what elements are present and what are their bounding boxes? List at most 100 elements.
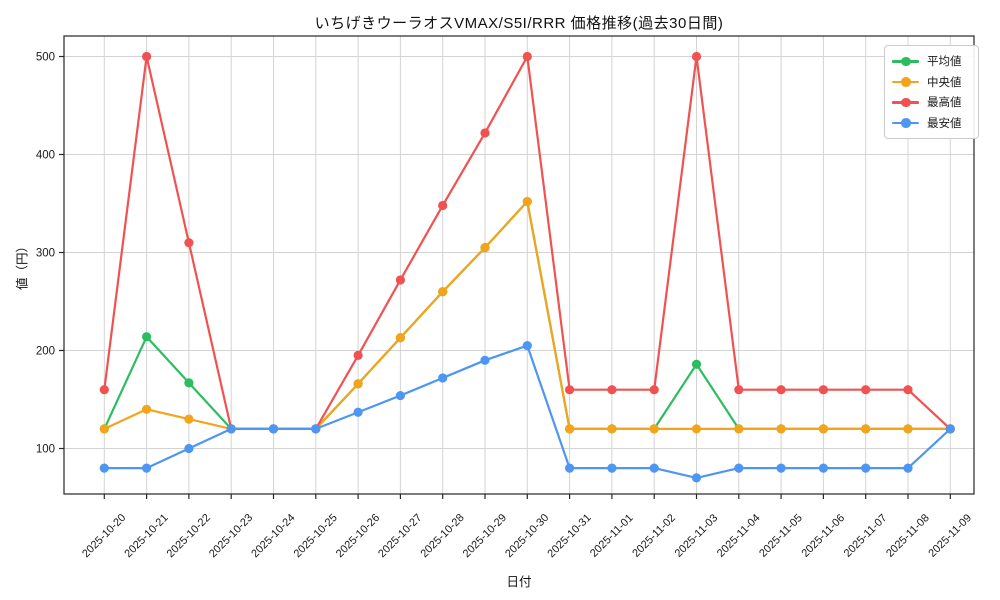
data-point bbox=[438, 200, 448, 211]
data-point bbox=[903, 463, 913, 473]
x-tick-label: 2025-10-26 bbox=[334, 512, 382, 560]
data-point bbox=[99, 463, 109, 473]
y-tick-label: 100 bbox=[36, 444, 55, 456]
x-tick-label: 2025-10-23 bbox=[207, 512, 255, 560]
data-point bbox=[861, 463, 871, 473]
data-point bbox=[99, 385, 109, 395]
data-point bbox=[395, 390, 405, 401]
data-point bbox=[142, 404, 152, 414]
data-point bbox=[691, 359, 702, 369]
data-point bbox=[522, 196, 532, 207]
data-point bbox=[565, 424, 575, 434]
data-point bbox=[353, 407, 363, 417]
x-tick-label: 2025-10-28 bbox=[418, 512, 466, 560]
data-point bbox=[438, 373, 448, 383]
data-point bbox=[776, 385, 786, 395]
legend-marker-line bbox=[892, 97, 919, 108]
x-tick-label: 2025-10-27 bbox=[376, 512, 424, 560]
data-point bbox=[184, 238, 194, 248]
chart-legend: 平均値中央値最高値最安値 bbox=[884, 45, 979, 139]
x-tick-label: 2025-11-08 bbox=[884, 512, 932, 560]
data-point bbox=[818, 385, 829, 395]
data-point bbox=[395, 275, 405, 285]
x-tick-label: 2025-10-25 bbox=[292, 512, 340, 560]
data-point bbox=[691, 51, 702, 62]
legend-marker-line bbox=[892, 56, 919, 67]
x-tick-label: 2025-10-29 bbox=[461, 512, 509, 560]
x-tick-label: 2025-11-03 bbox=[673, 512, 721, 560]
data-point bbox=[395, 333, 405, 343]
data-point bbox=[607, 385, 617, 395]
data-point bbox=[480, 355, 490, 365]
y-tick-label: 400 bbox=[36, 150, 55, 162]
legend-label: 最安値 bbox=[927, 117, 962, 130]
data-point bbox=[649, 385, 659, 395]
legend-marker-line bbox=[892, 118, 919, 128]
legend-marker-line bbox=[892, 77, 919, 87]
data-point bbox=[818, 463, 829, 473]
legend-label: 最高値 bbox=[927, 97, 962, 110]
legend-marker-dot bbox=[901, 118, 911, 128]
x-tick-label: 2025-10-24 bbox=[249, 512, 297, 560]
data-point bbox=[142, 51, 152, 62]
data-point bbox=[353, 379, 363, 389]
x-tick-label: 2025-10-21 bbox=[122, 512, 170, 560]
data-point bbox=[480, 243, 490, 253]
data-point bbox=[861, 385, 871, 395]
data-point bbox=[184, 414, 194, 424]
x-tick-label: 2025-10-20 bbox=[80, 512, 128, 560]
legend-item: 平均値 bbox=[892, 51, 970, 72]
x-tick-label: 2025-10-30 bbox=[503, 512, 551, 560]
data-point bbox=[691, 473, 702, 483]
data-point bbox=[903, 424, 913, 434]
data-point bbox=[649, 424, 659, 434]
data-point bbox=[861, 424, 871, 434]
data-point bbox=[691, 424, 702, 434]
legend-marker-dot bbox=[901, 97, 911, 108]
legend-item: 中央値 bbox=[892, 72, 970, 93]
legend-marker-dot bbox=[901, 77, 911, 87]
x-tick-label: 2025-10-31 bbox=[545, 512, 593, 560]
data-point bbox=[184, 378, 194, 388]
chart-title: いちげきウーラオスVMAX/S5I/RRR 価格推移(過去30日間) bbox=[314, 15, 724, 32]
x-tick-label: 2025-11-01 bbox=[588, 512, 636, 560]
data-point bbox=[522, 341, 532, 351]
legend-marker-dot bbox=[901, 56, 911, 67]
data-point bbox=[734, 424, 744, 434]
data-point bbox=[184, 443, 194, 454]
data-point bbox=[99, 424, 109, 434]
data-point bbox=[142, 463, 152, 473]
x-tick-label: 2025-11-04 bbox=[715, 512, 763, 560]
y-tick-label: 500 bbox=[36, 52, 55, 64]
legend-item: 最高値 bbox=[892, 92, 970, 113]
data-point bbox=[607, 424, 617, 434]
y-tick-label: 200 bbox=[36, 346, 55, 358]
data-point bbox=[607, 463, 617, 473]
x-tick-label: 2025-10-22 bbox=[165, 512, 213, 560]
data-point bbox=[734, 463, 744, 473]
data-point bbox=[818, 424, 829, 434]
data-point bbox=[268, 424, 279, 434]
data-point bbox=[142, 332, 152, 342]
x-tick-label: 2025-11-06 bbox=[799, 512, 847, 560]
data-point bbox=[226, 424, 236, 434]
data-point bbox=[776, 424, 786, 434]
plot-frame bbox=[63, 35, 975, 495]
x-tick-label: 2025-11-05 bbox=[757, 512, 805, 560]
legend-label: 中央値 bbox=[927, 76, 962, 89]
data-point bbox=[353, 350, 363, 360]
x-tick-label: 2025-11-02 bbox=[630, 512, 678, 560]
data-point bbox=[311, 424, 321, 434]
data-point bbox=[903, 385, 913, 395]
data-point bbox=[734, 385, 744, 395]
legend-item: 最安値 bbox=[892, 113, 970, 134]
y-tick-label: 300 bbox=[36, 248, 55, 260]
x-tick-label: 2025-11-07 bbox=[842, 512, 890, 560]
data-point bbox=[522, 51, 532, 62]
data-point bbox=[649, 463, 659, 473]
data-point bbox=[565, 385, 575, 395]
legend-label: 平均値 bbox=[927, 56, 962, 69]
data-point bbox=[565, 463, 575, 473]
